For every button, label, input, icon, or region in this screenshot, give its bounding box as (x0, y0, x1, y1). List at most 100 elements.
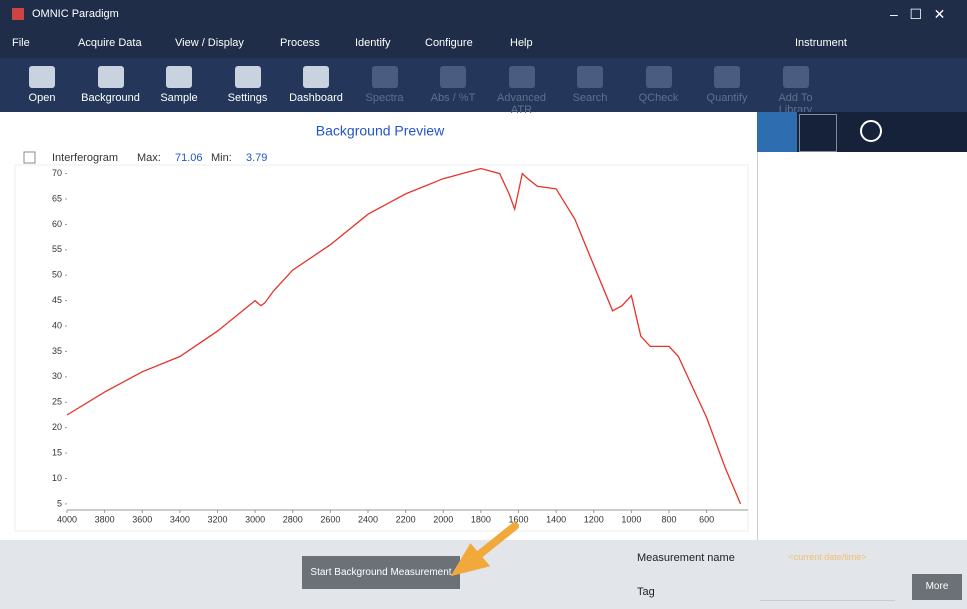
x-tick-label: 3800 (95, 514, 115, 524)
toolbar-icon (645, 66, 672, 88)
menu-bar: Instrument File Acquire Data View / Displa… (0, 30, 967, 58)
menu-item[interactable]: Process (280, 37, 320, 49)
x-tick-label: 1000 (621, 514, 641, 524)
y-tick-label: 5 (57, 498, 62, 508)
menu-item[interactable]: File (12, 37, 30, 49)
y-tick-label: 35 (52, 346, 62, 356)
x-tick-label: 800 (661, 514, 676, 524)
y-tick-label: 70 (52, 168, 62, 178)
toolbar-icon (234, 66, 261, 88)
plot-area (14, 164, 749, 532)
toolbar-button: Advanced ATR (488, 58, 556, 116)
x-tick-label: 3600 (132, 514, 152, 524)
toolbar-label: QCheck (638, 92, 679, 104)
toolbar-label: Dashboard (289, 92, 343, 104)
y-tick-label: 25 (52, 397, 62, 407)
toolbar-button[interactable]: Settings (214, 58, 282, 112)
toolbar-icon (166, 66, 192, 88)
toolbar-icon (29, 66, 55, 88)
window-controls[interactable]: – ☐ ✕ (890, 6, 946, 22)
tab-stack[interactable] (799, 114, 837, 152)
menu-item[interactable]: Configure (425, 37, 473, 49)
more-button[interactable]: More (912, 574, 962, 600)
tag-label: Tag (637, 586, 655, 598)
x-tick-label: 1600 (508, 514, 528, 524)
toolbar-icon (303, 66, 329, 88)
window-title: OMNIC Paradigm (32, 8, 119, 20)
x-tick-label: 2200 (396, 514, 416, 524)
y-tick-label: 20 (52, 422, 62, 432)
toolbar-label: Open (28, 92, 56, 104)
toolbar-label: Abs / %T (430, 92, 476, 104)
toolbar: Open Background Sample Settings Dashboard Spe… (0, 58, 967, 116)
y-tick-label: 65 (52, 193, 62, 203)
toolbar-label: Spectra (365, 92, 404, 104)
toolbar-button[interactable]: Dashboard (282, 58, 350, 112)
toolbar-button: Spectra (351, 58, 419, 112)
x-tick-label: 2600 (320, 514, 340, 524)
tag-input[interactable] (760, 580, 895, 601)
x-tick-label: 2400 (358, 514, 378, 524)
x-tick-label: 3200 (207, 514, 227, 524)
toolbar-icon (440, 66, 466, 88)
y-tick-label: 30 (52, 371, 62, 381)
toolbar-button[interactable]: Open (8, 58, 76, 112)
y-tick-label: 15 (52, 447, 62, 457)
toolbar-icon (782, 66, 809, 88)
name-label: Measurement name (637, 552, 735, 564)
tab-spectrum[interactable] (757, 112, 797, 152)
app-icon (12, 8, 24, 20)
toolbar-button: Add To Library (762, 58, 830, 116)
legend-checkbox[interactable] (23, 151, 36, 164)
line (66, 167, 742, 505)
min-value: 3.79 (246, 152, 267, 164)
side-tabs (757, 112, 967, 152)
title-bar: OMNIC Paradigm – ☐ ✕ (0, 0, 967, 30)
toolbar-button: Search (556, 58, 624, 112)
chart-title: Background Preview (316, 123, 445, 139)
x-tick-label: 2000 (433, 514, 453, 524)
toolbar-icon (714, 66, 740, 88)
x-tick-label: 1800 (471, 514, 491, 524)
instrument-button[interactable]: Instrument (795, 37, 847, 49)
name-input[interactable]: <current date/time> (788, 552, 867, 562)
toolbar-label: Background (81, 92, 140, 104)
max-label: Max: (137, 152, 161, 164)
x-tick-label: 600 (699, 514, 714, 524)
toolbar-button: QCheck (625, 58, 693, 112)
y-tick-label: 60 (52, 219, 62, 229)
toolbar-label: Settings (227, 92, 268, 104)
max-value: 71.06 (175, 152, 203, 164)
x-tick-label: 4000 (57, 514, 77, 524)
menu-item[interactable]: Identify (355, 37, 391, 49)
toolbar-button[interactable]: Sample (145, 58, 213, 112)
tab-history[interactable] (860, 120, 882, 142)
toolbar-icon (577, 66, 603, 88)
start-button[interactable]: Start Background Measurement (302, 556, 460, 589)
min-label: Min: (211, 152, 232, 164)
x-tick-label: 1400 (546, 514, 566, 524)
toolbar-label: Sample (160, 92, 198, 104)
toolbar-button: Abs / %T (419, 58, 487, 112)
x-tick-label: 1200 (584, 514, 604, 524)
menu-item[interactable]: Acquire Data (78, 37, 142, 49)
side-panel (757, 112, 967, 540)
y-tick-label: 10 (52, 473, 62, 483)
toolbar-button[interactable]: Background (77, 58, 145, 112)
toolbar-label: Search (572, 92, 608, 104)
chart: Background Preview Interferogram Max: 71.06… (14, 123, 749, 532)
x-tick-label: 3400 (170, 514, 190, 524)
menu-item[interactable]: View / Display (175, 37, 244, 49)
toolbar-label: Advanced ATR (497, 92, 546, 116)
toolbar-label: Quantify (706, 92, 748, 104)
y-tick-label: 45 (52, 295, 62, 305)
toolbar-icon (508, 66, 535, 88)
toolbar-button: Quantify (693, 58, 761, 112)
toolbar-icon (371, 66, 398, 88)
x-tick-label: 2800 (283, 514, 303, 524)
y-tick-label: 50 (52, 270, 62, 280)
legend-label: Interferogram (52, 152, 118, 164)
y-tick-label: 55 (52, 244, 62, 254)
menu-item[interactable]: Help (510, 37, 533, 49)
